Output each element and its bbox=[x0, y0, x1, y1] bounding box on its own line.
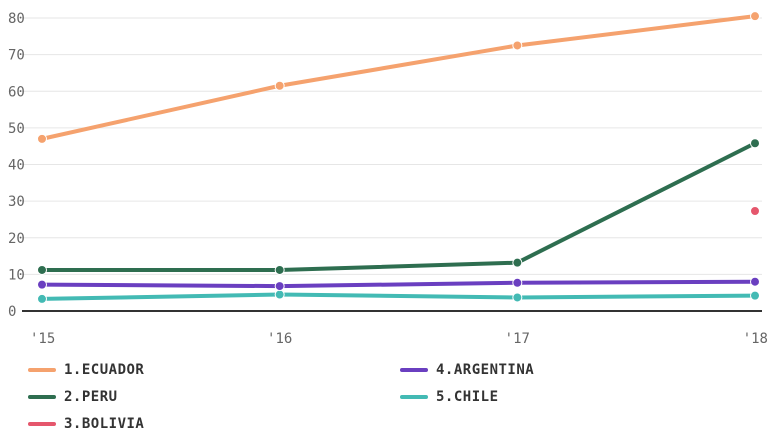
data-point bbox=[750, 206, 760, 217]
y-tick-label: 50 bbox=[8, 121, 25, 137]
series-argentina bbox=[37, 276, 760, 292]
legend-swatch-peru bbox=[28, 395, 56, 399]
y-tick-label: 10 bbox=[8, 267, 25, 283]
legend-item-ecuador: 1.ECUADOR bbox=[28, 362, 144, 378]
y-tick-label: 30 bbox=[8, 194, 25, 210]
x-axis-tick-labels: '15 '16 '17 '18 bbox=[30, 331, 768, 347]
legend-swatch-ecuador bbox=[28, 368, 56, 372]
legend-label-chile: 5.CHILE bbox=[436, 389, 499, 405]
y-tick-label: 70 bbox=[8, 48, 25, 64]
legend-item-chile: 5.CHILE bbox=[400, 389, 499, 405]
data-point bbox=[274, 80, 285, 91]
gridlines bbox=[22, 17, 762, 312]
legend-label-ecuador: 1.ECUADOR bbox=[64, 362, 145, 378]
data-point bbox=[37, 293, 47, 304]
series-line bbox=[40, 14, 757, 141]
data-point bbox=[750, 11, 760, 22]
legend-label-peru: 2.PERU bbox=[64, 389, 118, 405]
y-axis-tick-labels: 0 10 20 30 40 50 60 70 80 bbox=[8, 11, 25, 320]
legend-item-peru: 2.PERU bbox=[28, 389, 118, 405]
data-point bbox=[750, 138, 760, 149]
legend-label-bolivia: 3.BOLIVIA bbox=[64, 416, 145, 432]
data-point bbox=[274, 281, 285, 292]
series-line bbox=[40, 279, 757, 289]
x-tick-label: '17 bbox=[505, 331, 530, 347]
legend-swatch-chile bbox=[400, 395, 428, 399]
series-chile bbox=[37, 289, 760, 304]
data-point bbox=[37, 264, 47, 275]
data-point bbox=[512, 40, 523, 51]
x-tick-label: '15 bbox=[30, 331, 55, 347]
data-point bbox=[512, 292, 523, 303]
data-point bbox=[37, 279, 47, 290]
y-tick-label: 80 bbox=[8, 11, 25, 27]
y-tick-label: 20 bbox=[8, 231, 25, 247]
line-chart: 0 10 20 30 40 50 60 70 80 '15 '16 '17 '18 bbox=[8, 11, 768, 347]
data-point bbox=[274, 264, 285, 275]
legend-swatch-bolivia bbox=[28, 422, 56, 426]
series-line bbox=[40, 141, 757, 272]
legend-item-argentina: 4.ARGENTINA bbox=[400, 362, 534, 378]
y-tick-label: 60 bbox=[8, 84, 25, 100]
x-tick-label: '16 bbox=[267, 331, 292, 347]
y-tick-label: 40 bbox=[8, 158, 25, 174]
legend-swatch-argentina bbox=[400, 368, 428, 372]
legend-label-argentina: 4.ARGENTINA bbox=[436, 362, 535, 378]
x-tick-label: '18 bbox=[743, 331, 768, 347]
data-point bbox=[750, 290, 760, 301]
series-lines bbox=[37, 11, 760, 304]
series-bolivia bbox=[750, 206, 760, 217]
series-line bbox=[40, 292, 757, 301]
data-point bbox=[512, 277, 523, 288]
legend-item-bolivia: 3.BOLIVIA bbox=[28, 416, 144, 432]
series-peru bbox=[37, 138, 760, 275]
y-tick-label: 0 bbox=[8, 304, 16, 320]
data-point bbox=[512, 257, 523, 268]
series-ecuador bbox=[37, 11, 760, 144]
data-point bbox=[37, 133, 47, 144]
data-point bbox=[750, 276, 760, 287]
data-point bbox=[274, 289, 285, 300]
